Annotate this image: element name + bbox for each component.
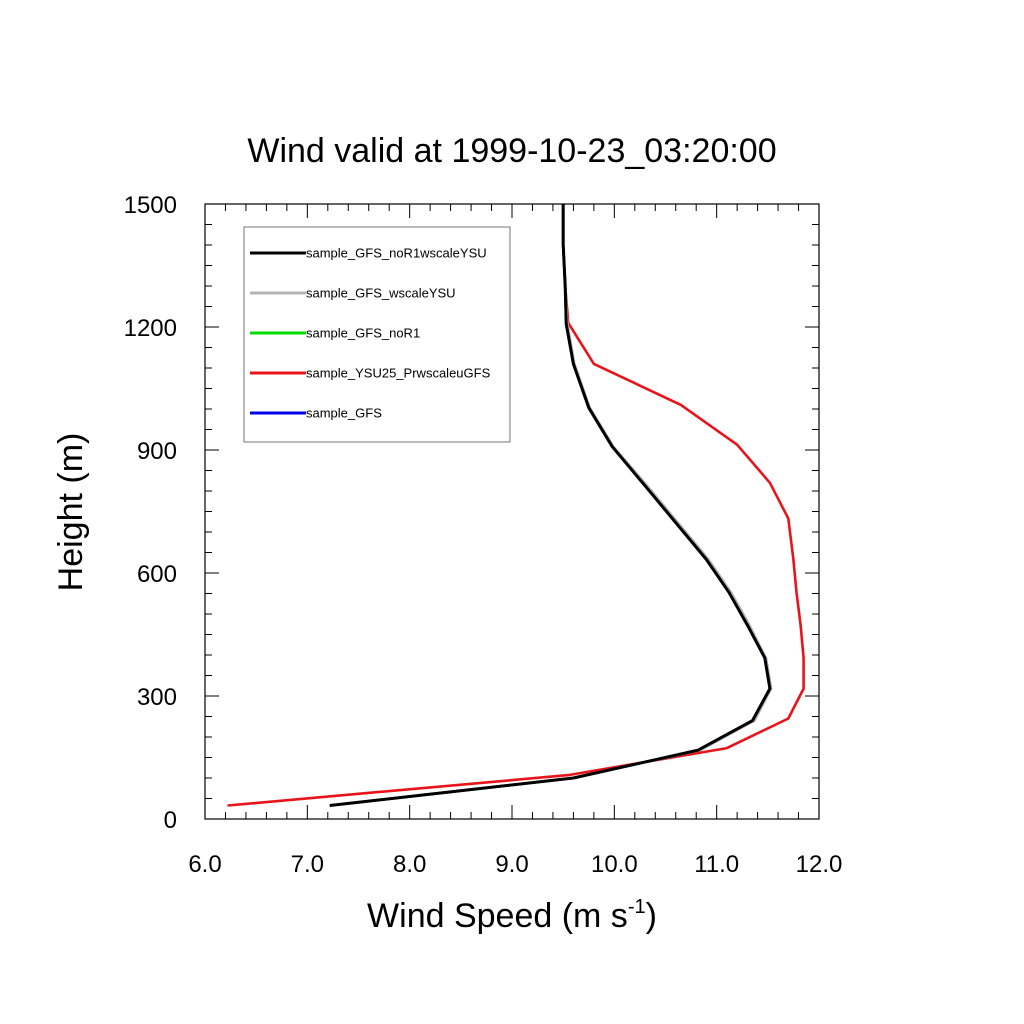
y-axis-label: Height (m) <box>52 433 90 592</box>
x-tick-label: 8.0 <box>393 851 426 878</box>
chart-title: Wind valid at 1999-10-23_03:20:00 <box>247 132 776 170</box>
x-tick-label: 12.0 <box>796 851 843 878</box>
legend-label: sample_GFS <box>306 406 382 421</box>
legend-label: sample_GFS_noR1wscaleYSU <box>306 246 487 261</box>
legend-label: sample_GFS_wscaleYSU <box>306 286 456 301</box>
y-tick-label: 600 <box>137 561 177 588</box>
legend-label: sample_GFS_noR1 <box>306 326 420 341</box>
y-tick-label: 1500 <box>124 192 177 219</box>
x-tick-label: 6.0 <box>188 851 221 878</box>
y-tick-labels: 0 300 600 900 1200 1500 <box>124 192 177 834</box>
x-tick-label: 10.0 <box>591 851 638 878</box>
y-tick-label: 900 <box>137 438 177 465</box>
x-tick-label: 7.0 <box>291 851 324 878</box>
series-lines <box>227 204 805 807</box>
x-tick-label: 11.0 <box>694 851 739 878</box>
x-axis-label: Wind Speed (m s-1) <box>367 896 657 935</box>
x-tick-label: 9.0 <box>495 851 528 878</box>
legend-label: sample_YSU25_PrwscaleuGFS <box>306 366 491 381</box>
y-tick-label: 300 <box>137 684 177 711</box>
x-tick-labels: 6.0 7.0 8.0 9.0 10.0 11.0 12.0 <box>188 851 842 878</box>
plot-frame <box>204 203 820 820</box>
y-tick-label: 1200 <box>124 315 177 342</box>
series-line-sample_GFS_noR1wscaleYSU <box>329 204 772 807</box>
y-tick-label: 0 <box>164 807 177 834</box>
legend: sample_GFS_noR1wscaleYSU sample_GFS_wscal… <box>243 226 511 443</box>
